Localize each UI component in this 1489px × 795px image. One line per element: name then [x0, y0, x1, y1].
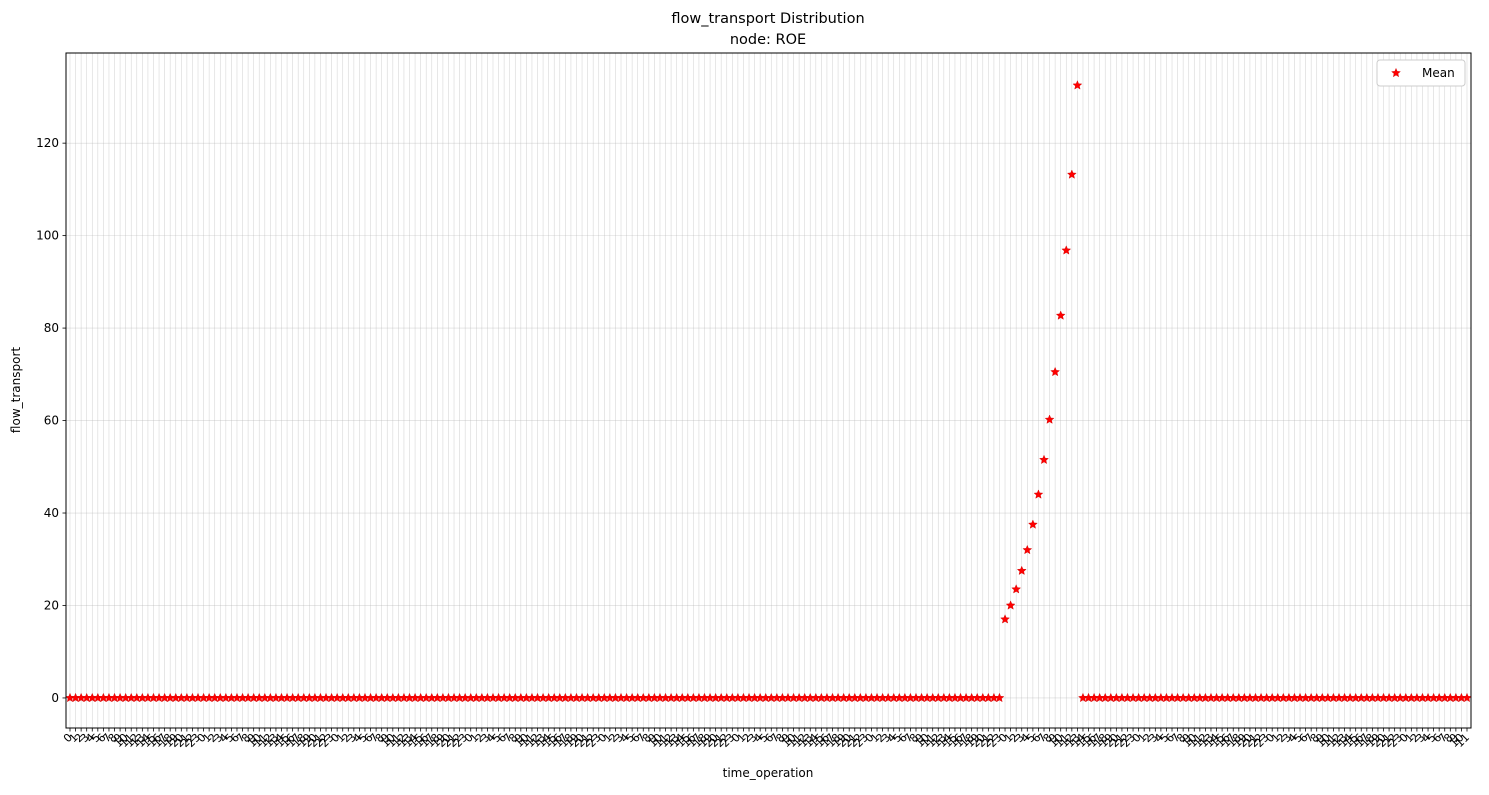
y-tick-label: 0 — [51, 691, 59, 705]
data-point — [1055, 310, 1066, 320]
data-point — [1039, 454, 1049, 464]
data-point — [1016, 565, 1027, 575]
data-point — [1011, 584, 1022, 594]
data-point — [1044, 414, 1055, 424]
y-tick-label: 40 — [44, 506, 59, 520]
data-point — [994, 692, 1005, 703]
data-point — [1050, 366, 1061, 377]
data-point — [1066, 169, 1077, 179]
data-point — [1022, 544, 1033, 555]
chart-subtitle: node: ROE — [730, 32, 806, 48]
data-point — [1000, 614, 1010, 624]
legend-label: Mean — [1422, 66, 1455, 80]
y-tick-label: 100 — [36, 229, 59, 243]
legend-box — [1376, 59, 1466, 87]
data-point — [1072, 80, 1083, 90]
data-point — [1033, 489, 1044, 499]
data-point — [1462, 692, 1472, 703]
data-point — [1005, 600, 1016, 610]
grid — [66, 53, 1471, 728]
legend: Mean — [1376, 59, 1466, 87]
y-tick-label: 80 — [44, 321, 59, 335]
legend-marker-icon — [1391, 67, 1401, 78]
x-axis-ticks: 0123456789101112131415161718192021222301… — [61, 728, 1472, 750]
chart-title: flow_transport Distribution — [671, 11, 864, 27]
x-axis-label: time_operation — [723, 766, 814, 780]
data-point — [1061, 245, 1072, 255]
data-point — [1028, 519, 1038, 529]
y-tick-label: 20 — [44, 598, 59, 612]
y-axis-ticks: 0 20 40 60 80 100 120 — [36, 136, 66, 705]
y-tick-label: 120 — [36, 136, 59, 150]
y-axis-label: flow_transport — [9, 347, 23, 433]
y-tick-label: 60 — [44, 414, 59, 428]
data-points — [65, 80, 1472, 703]
legend-star-marker — [1391, 67, 1401, 78]
plot-frame — [65, 52, 1472, 729]
